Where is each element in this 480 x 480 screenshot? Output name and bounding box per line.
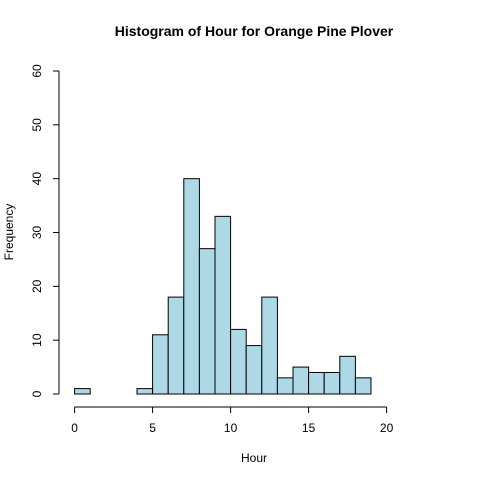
histogram-bar	[167, 296, 185, 395]
x-tick-label: 20	[380, 421, 394, 435]
histogram-bar	[245, 345, 263, 395]
histogram-bar	[198, 248, 216, 395]
histogram-bar	[354, 377, 372, 395]
histogram-bar	[136, 388, 154, 395]
histogram-bar	[292, 366, 310, 395]
x-axis-label: Hour	[241, 451, 267, 465]
y-axis: 0 10 20 30 40 50 60	[30, 64, 60, 397]
y-tick-label: 10	[30, 333, 44, 347]
histogram-bar	[276, 377, 294, 395]
histogram-bar	[261, 296, 278, 395]
histogram-bar	[308, 371, 325, 395]
x-tick-label: 0	[71, 421, 78, 435]
y-tick-label: 60	[30, 64, 44, 78]
histogram-bar	[74, 388, 91, 395]
y-axis-label: Frequency	[2, 204, 16, 261]
x-axis: 0 5 10 15 20	[71, 406, 394, 435]
histogram-bar	[323, 371, 341, 395]
chart-title: Histogram of Hour for Orange Pine Plover	[115, 23, 394, 39]
histogram-bar	[183, 178, 200, 395]
bars-group	[74, 178, 372, 395]
y-tick-label: 20	[30, 279, 44, 293]
x-tick-label: 15	[302, 421, 316, 435]
x-tick-label: 10	[224, 421, 238, 435]
histogram-bar	[152, 334, 169, 395]
y-tick-label: 50	[30, 118, 44, 132]
x-tick-label: 5	[149, 421, 156, 435]
histogram-bar	[339, 355, 356, 395]
y-tick-label: 0	[30, 390, 44, 397]
y-tick-label: 40	[30, 172, 44, 186]
histogram-bar	[214, 215, 232, 395]
y-tick-label: 30	[30, 226, 44, 240]
histogram-bar	[230, 328, 247, 395]
